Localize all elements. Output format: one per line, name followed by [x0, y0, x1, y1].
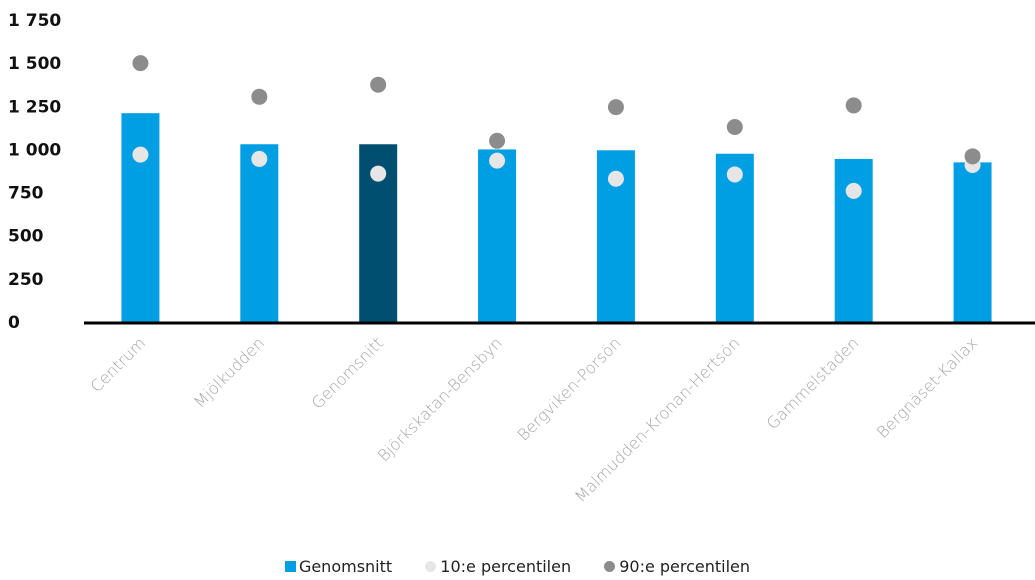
y-tick-label: 750	[8, 184, 44, 204]
p90-point	[964, 148, 981, 165]
x-tick-label: Björkskatan-Bensbyn	[374, 333, 506, 465]
p10-point	[489, 152, 506, 169]
p10-point	[726, 166, 743, 183]
y-tick-label: 1 500	[8, 54, 61, 74]
x-tick-label: Centrum	[87, 333, 150, 396]
y-tick-label: 0	[8, 313, 20, 333]
y-tick-label: 1 750	[8, 11, 61, 31]
legend-label-p10: 10:e percentilen	[440, 557, 572, 576]
p10-point	[251, 150, 268, 167]
y-tick-label: 500	[8, 227, 44, 247]
p10-point	[845, 182, 862, 199]
y-tick-label: 250	[8, 270, 44, 290]
p90-point	[370, 76, 387, 93]
x-tick-label: Bergnäset-Kallax	[873, 333, 982, 442]
bar	[478, 149, 517, 322]
p10-point	[132, 146, 149, 163]
y-tick-label: 1 000	[8, 140, 61, 160]
bar	[121, 113, 160, 322]
y-axis: 0 250 500 750 1 000 1 250 1 500 1 750	[8, 11, 61, 333]
p90-point	[489, 132, 506, 149]
p10-point	[607, 170, 624, 187]
p10-points	[132, 146, 981, 199]
bar	[240, 144, 279, 322]
p90-points	[132, 55, 981, 165]
legend-label-p90: 90:e percentilen	[619, 557, 751, 576]
chart: 0 250 500 750 1 000 1 250 1 500 1 750 Centrum Mj…	[8, 11, 1035, 506]
x-tick-label: Mjölkudden	[190, 333, 268, 411]
bars	[121, 113, 992, 322]
p90-point	[607, 99, 624, 116]
legend: Genomsnitt 10:e percentilen 90:e percent…	[0, 557, 1035, 576]
p90-point	[251, 88, 268, 105]
legend-item-bar: Genomsnitt	[284, 557, 393, 576]
x-axis: Centrum Mjölkudden GenomsnittBjörkskatan-B…	[87, 333, 982, 506]
bar	[953, 162, 992, 322]
legend-label-bar: Genomsnitt	[298, 557, 393, 576]
legend-swatch-bar	[284, 561, 296, 572]
y-tick-label: 1 250	[8, 97, 61, 117]
p90-point	[132, 55, 149, 72]
x-tick-label: Genomsnitt	[308, 333, 387, 412]
p90-point	[845, 97, 862, 114]
legend-swatch-p90	[604, 561, 616, 572]
legend-item-p10: 10:e percentilen	[425, 557, 571, 576]
x-tick-label: Bergviken-Porsön	[514, 333, 625, 444]
legend-item-p90: 90:e percentilen	[604, 557, 750, 576]
p10-point	[370, 165, 387, 182]
p90-point	[726, 118, 743, 135]
x-tick-label: Gammelstaden	[763, 333, 863, 433]
legend-swatch-p10	[425, 561, 437, 572]
